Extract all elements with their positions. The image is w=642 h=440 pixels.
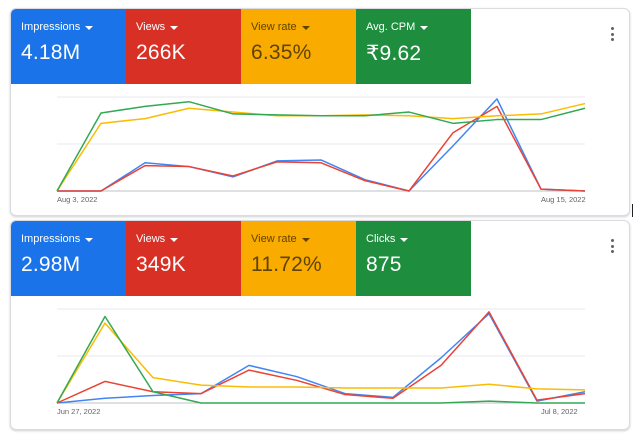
caret-down-icon xyxy=(301,25,310,30)
line-chart xyxy=(56,96,586,192)
tile-label: Impressions xyxy=(21,233,81,245)
avg-cpm-tile[interactable]: Avg. CPM ₹9.62 xyxy=(356,9,471,84)
end-date-label: Aug 15, 2022 xyxy=(541,195,586,204)
series-line-impressions xyxy=(57,98,586,192)
caret-down-icon xyxy=(170,25,179,30)
tile-value: 349K xyxy=(136,253,186,276)
tile-value: 4.18M xyxy=(21,41,81,64)
clicks-tile[interactable]: Clicks 875 xyxy=(356,221,471,296)
series-line-views xyxy=(57,105,586,192)
performance-card-1: Impressions 4.18M Views 266K View rate 6… xyxy=(10,8,630,216)
line-chart xyxy=(56,308,586,404)
metric-tiles: Impressions 2.98M Views 349K View rate 1… xyxy=(11,221,471,296)
performance-card-2: Impressions 2.98M Views 349K View rate 1… xyxy=(10,220,630,430)
series-line-avg-cpm xyxy=(56,100,586,192)
tile-value: 266K xyxy=(136,41,186,64)
caret-down-icon xyxy=(85,25,94,30)
caret-down-icon xyxy=(301,237,310,242)
tile-label: Views xyxy=(136,21,166,33)
tile-value: 11.72% xyxy=(251,253,322,276)
more-vert-icon[interactable] xyxy=(609,27,615,41)
tile-label: View rate xyxy=(251,233,297,245)
view-rate-tile[interactable]: View rate 6.35% xyxy=(241,9,356,84)
tile-value: ₹9.62 xyxy=(366,42,422,65)
view-rate-tile[interactable]: View rate 11.72% xyxy=(241,221,356,296)
tile-label: Views xyxy=(136,233,166,245)
series-line-impressions xyxy=(56,312,586,404)
views-tile[interactable]: Views 349K xyxy=(126,221,241,296)
divider xyxy=(632,204,633,217)
series-line-view-rate xyxy=(56,322,586,404)
caret-down-icon xyxy=(400,237,409,242)
views-tile[interactable]: Views 266K xyxy=(126,9,241,84)
caret-down-icon xyxy=(85,237,94,242)
caret-down-icon xyxy=(170,237,179,242)
series-line-clicks xyxy=(56,315,585,404)
tile-label: View rate xyxy=(251,21,297,33)
tile-label: Clicks xyxy=(366,233,396,245)
tile-label: Avg. CPM xyxy=(366,21,416,33)
more-vert-icon[interactable] xyxy=(609,239,615,253)
tile-value: 6.35% xyxy=(251,41,312,64)
tile-label: Impressions xyxy=(21,21,81,33)
start-date-label: Aug 3, 2022 xyxy=(57,195,98,204)
caret-down-icon xyxy=(420,25,429,30)
end-date-label: Jul 8, 2022 xyxy=(541,407,578,416)
impressions-tile[interactable]: Impressions 4.18M xyxy=(11,9,126,84)
tile-value: 875 xyxy=(366,253,402,276)
impressions-tile[interactable]: Impressions 2.98M xyxy=(11,221,126,296)
tile-value: 2.98M xyxy=(21,253,81,276)
start-date-label: Jun 27, 2022 xyxy=(57,407,101,416)
metric-tiles: Impressions 4.18M Views 266K View rate 6… xyxy=(11,9,471,84)
